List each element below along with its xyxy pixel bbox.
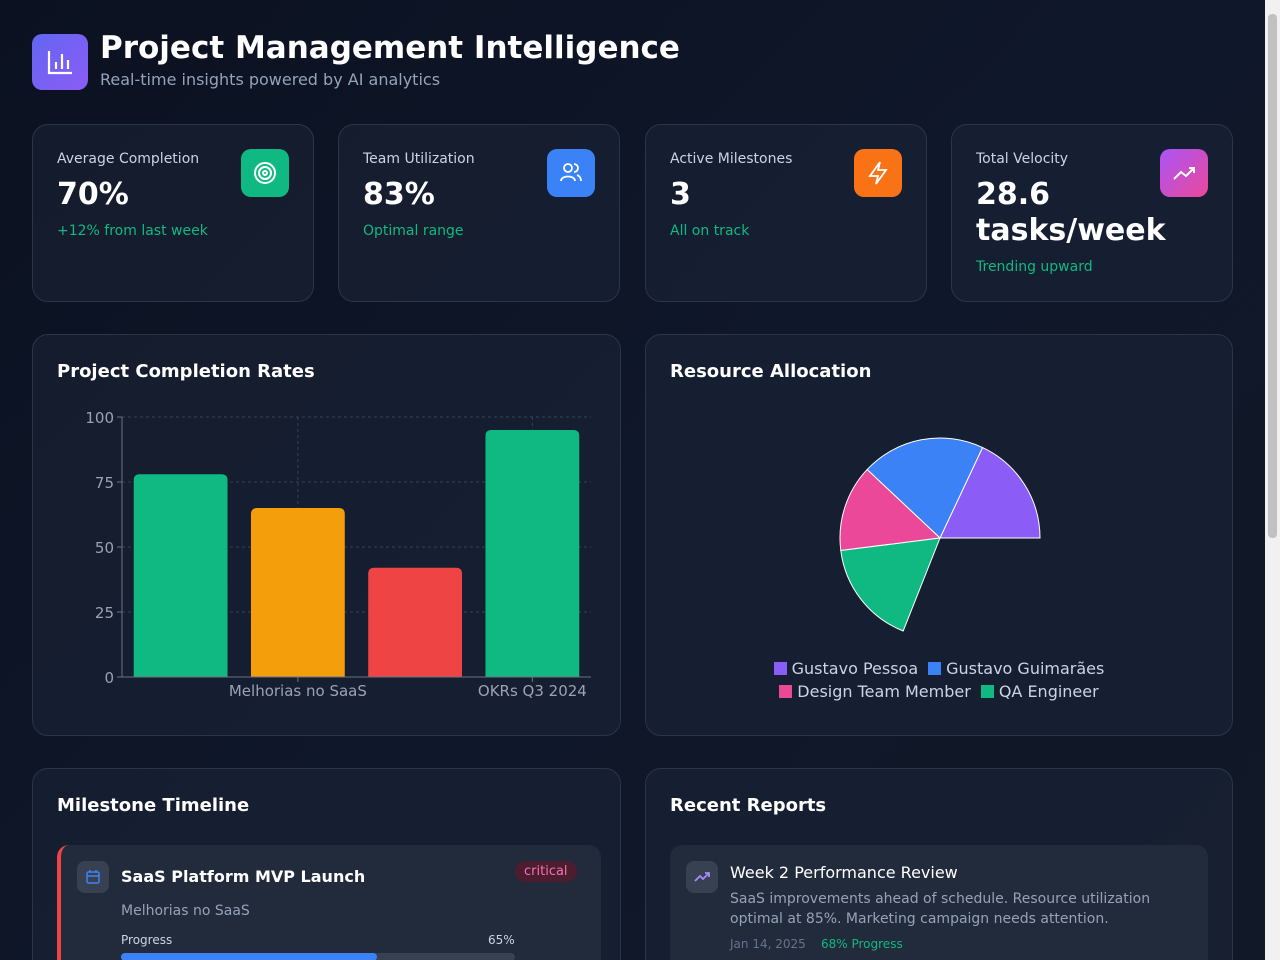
legend-swatch (980, 685, 994, 698)
report-progress: 68% Progress (821, 937, 903, 951)
icon (694, 872, 710, 882)
icon (560, 163, 582, 182)
panel-title: Project Completion Rates (57, 361, 315, 382)
report-item[interactable]: Week 2 Performance Review SaaS improveme… (670, 845, 1208, 960)
pie-panel: Resource Allocation Gustavo Pessoa Gustav… (645, 334, 1233, 736)
report-icon (686, 861, 718, 893)
bar (368, 567, 463, 677)
y-tick-label: 75 (95, 474, 114, 492)
logo-icon (47, 51, 72, 75)
y-tick-label: 25 (95, 604, 114, 622)
panel-title: Recent Reports (670, 795, 827, 816)
milestone-project: Melhorias no SaaS (121, 903, 250, 919)
legend-label: Gustavo Guimarães (946, 659, 1105, 678)
x-tick-label: Melhorias no SaaS (229, 682, 367, 700)
stat-note: Trending upward (976, 259, 1093, 275)
stat-card: Active Milestones 3 All on track (645, 124, 927, 302)
legend-swatch (928, 662, 942, 675)
legend: Gustavo Pessoa Gustavo Guimarães Design Te… (646, 659, 1232, 705)
progress-track (121, 953, 515, 960)
milestone-icon (77, 861, 109, 893)
pie-slice (939, 446, 1041, 539)
milestone-panel: Milestone Timeline SaaS Platform MVP Lau… (32, 768, 621, 960)
stat-card: Total Velocity 28.6 tasks/week Trending … (951, 124, 1233, 302)
milestone-title: SaaS Platform MVP Launch (121, 867, 366, 886)
scroll-thumb[interactable] (1268, 14, 1277, 538)
progress-label: Progress (121, 933, 173, 947)
legend-item[interactable]: Gustavo Guimarães (928, 659, 1104, 678)
legend-item[interactable]: Design Team Member (779, 682, 971, 701)
stat-label: Total Velocity (976, 151, 1069, 167)
report-date: Jan 14, 2025 (730, 937, 806, 951)
priority-badge: critical (515, 861, 577, 882)
page-title: Project Management Intelligence (100, 30, 680, 66)
y-tick-label: 50 (95, 539, 114, 557)
stat-note: +12% from last week (57, 223, 208, 239)
legend-label: Gustavo Pessoa (791, 659, 919, 678)
report-title: Week 2 Performance Review (730, 863, 958, 882)
progress-bar (121, 953, 378, 960)
icon (254, 162, 276, 184)
stat-note: Optimal range (363, 223, 464, 239)
icon (868, 161, 888, 185)
stat-value: 83% (363, 177, 435, 212)
stat-label: Active Milestones (670, 151, 793, 167)
stat-value: 70% (57, 177, 129, 212)
legend-swatch (779, 685, 793, 698)
stat-label: Team Utilization (363, 151, 475, 167)
bar-chart: 0 25 50 75 100 Melhorias no SaaS OKRs Q3 2024 (85, 409, 591, 700)
page-subtitle: Real-time insights powered by AI analyti… (100, 70, 441, 89)
legend-swatch (773, 662, 787, 675)
pie-slice (840, 537, 941, 632)
stat-card: Team Utilization 83% Optimal range (338, 124, 620, 302)
panel-title: Resource Allocation (670, 361, 872, 382)
bar (250, 508, 345, 677)
legend-label: Design Team Member (797, 682, 971, 701)
pie-slice (839, 468, 942, 552)
y-tick-label: 0 (104, 669, 114, 687)
stat-icon (854, 149, 902, 197)
stat-icon (241, 149, 289, 197)
icon (86, 870, 100, 884)
icon (1173, 167, 1195, 180)
stat-card: Average Completion 70% +12% from last we… (32, 124, 314, 302)
x-tick-label: OKRs Q3 2024 (478, 682, 587, 700)
bar-panel: Project Completion Rates 0 25 50 75 100 Melho… (32, 334, 621, 736)
y-tick-label: 100 (85, 409, 114, 427)
bar (485, 430, 580, 677)
legend-label: QA Engineer (998, 682, 1099, 701)
stat-label: Average Completion (57, 151, 200, 167)
milestone-item[interactable]: SaaS Platform MVP Launch critical Melhor… (57, 845, 601, 960)
stat-value: 28.6 tasks/week (976, 177, 1166, 248)
logo (32, 34, 88, 90)
bar (133, 474, 228, 677)
pie-chart (839, 437, 1041, 632)
scrollbar[interactable] (1265, 0, 1280, 960)
report-text: SaaS improvements ahead of schedule. Res… (730, 891, 1151, 927)
stat-note: All on track (670, 223, 750, 239)
pie-slice (866, 437, 984, 539)
stat-value: 3 (670, 177, 691, 212)
legend-item[interactable]: QA Engineer (980, 682, 1099, 701)
stat-icon (547, 149, 595, 197)
legend-row: Design Team Member QA Engineer (646, 682, 1232, 701)
panel-title: Milestone Timeline (57, 795, 250, 816)
stat-icon (1160, 149, 1208, 197)
legend-item[interactable]: Gustavo Pessoa (773, 659, 919, 678)
legend-row: Gustavo Pessoa Gustavo Guimarães (646, 659, 1232, 678)
progress-text: 65% (488, 933, 515, 947)
reports-panel: Recent Reports Week 2 Performance Review… (645, 768, 1233, 960)
